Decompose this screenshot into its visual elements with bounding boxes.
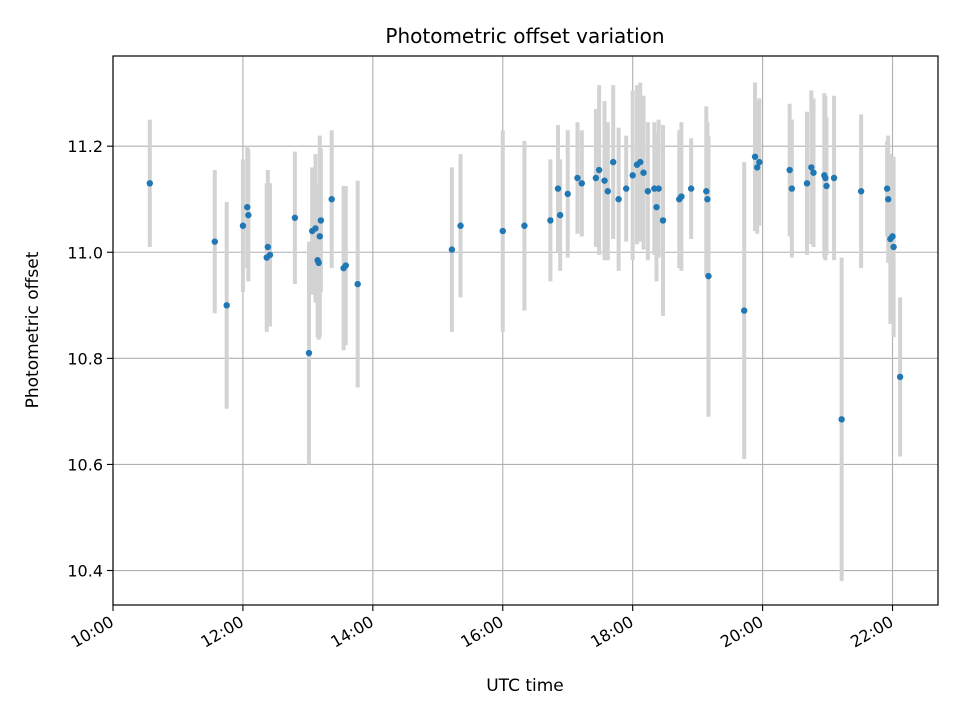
data-point — [266, 251, 274, 259]
data-point — [264, 243, 272, 251]
data-point — [705, 272, 712, 280]
data-point — [244, 203, 251, 211]
data-point — [884, 196, 892, 203]
data-point — [704, 196, 711, 203]
data-point — [644, 188, 652, 195]
data-point — [810, 169, 817, 176]
data-point — [601, 177, 608, 184]
point-layer — [146, 153, 904, 423]
data-point — [659, 217, 667, 224]
data-point — [823, 182, 830, 190]
y-tick-label: 10.8 — [67, 349, 103, 368]
data-point — [830, 174, 838, 182]
data-point — [609, 158, 617, 166]
chart-title: Photometric offset variation — [385, 24, 664, 48]
data-point — [457, 222, 464, 229]
data-point — [751, 153, 759, 160]
data-point — [629, 172, 636, 179]
plot-frame — [112, 55, 939, 606]
data-point — [564, 190, 571, 198]
data-point — [315, 259, 322, 267]
data-point — [317, 217, 325, 224]
y-tick-label: 11.0 — [67, 243, 103, 262]
data-point — [622, 185, 630, 192]
data-point — [342, 262, 349, 269]
data-point — [889, 233, 896, 240]
y-tick-label: 10.6 — [67, 455, 103, 474]
data-point — [245, 211, 252, 219]
data-point — [592, 174, 600, 182]
data-point — [521, 222, 528, 229]
data-point — [786, 166, 793, 174]
data-point — [146, 180, 154, 187]
data-point — [822, 174, 829, 182]
grid-layer — [112, 56, 938, 605]
data-point — [574, 174, 581, 182]
data-point — [554, 185, 562, 192]
data-point — [803, 180, 811, 187]
data-point — [312, 225, 319, 232]
data-point — [640, 169, 647, 176]
data-point — [615, 196, 622, 203]
data-point — [678, 193, 685, 200]
data-point — [595, 166, 603, 174]
data-point — [316, 233, 323, 240]
data-point — [838, 416, 845, 423]
data-point — [753, 164, 761, 171]
data-point — [448, 246, 456, 253]
data-point — [223, 302, 230, 309]
data-point — [756, 158, 763, 166]
data-point — [896, 373, 904, 381]
data-point — [211, 238, 218, 245]
data-point — [655, 185, 662, 192]
data-point — [808, 164, 815, 171]
data-point — [305, 349, 313, 357]
data-point — [328, 196, 335, 203]
y-tick-label: 11.2 — [67, 137, 103, 156]
data-point — [637, 158, 644, 166]
data-point — [354, 280, 361, 288]
data-point — [788, 185, 796, 192]
data-point — [547, 217, 554, 224]
data-point — [653, 203, 660, 211]
data-point — [857, 188, 865, 195]
data-point — [239, 222, 247, 229]
data-point — [890, 243, 897, 251]
data-point — [703, 188, 710, 195]
data-point — [291, 214, 299, 221]
data-point — [499, 227, 506, 235]
y-tick-label: 10.4 — [67, 562, 103, 581]
y-axis-label: Photometric offset — [23, 251, 43, 408]
data-point — [741, 307, 748, 314]
data-point — [687, 185, 695, 192]
data-point — [578, 180, 585, 187]
x-axis-label: UTC time — [486, 676, 564, 696]
data-point — [883, 185, 891, 192]
data-point — [556, 211, 564, 219]
data-point — [604, 188, 611, 195]
